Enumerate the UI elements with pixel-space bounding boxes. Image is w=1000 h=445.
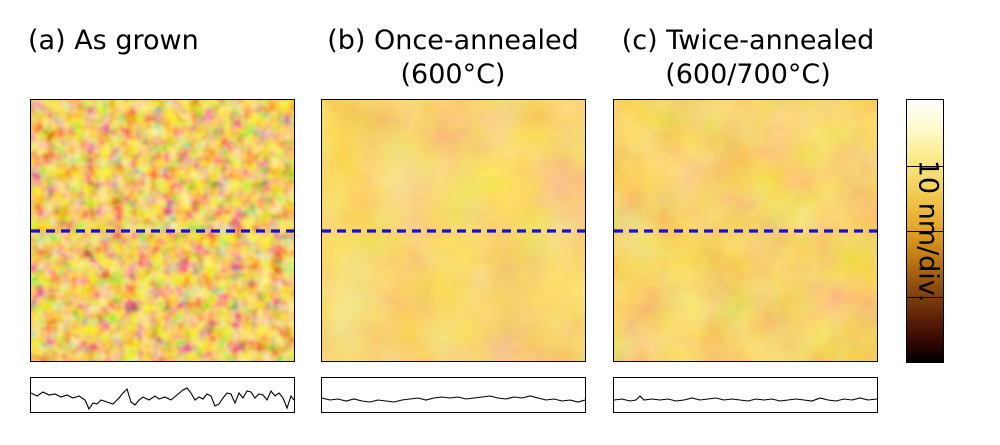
afm-image-twice-annealed: [613, 99, 878, 362]
panel-b-title: (b) Once-annealed (600°C): [308, 24, 598, 92]
profile-trace-b: [321, 395, 586, 403]
panel-c-title-line2: (600/700°C): [665, 59, 831, 90]
panel-c-title: (c) Twice-annealed (600/700°C): [598, 24, 898, 92]
height-profile-c: [613, 377, 878, 413]
height-colorbar: [906, 99, 944, 363]
colorbar-tick: [907, 231, 943, 232]
profile-trace-c: [613, 395, 878, 402]
panel-c-title-line1: (c) Twice-annealed: [621, 25, 875, 56]
colorbar-label: 10 nm/div.: [912, 159, 944, 303]
colorbar-tick: [907, 165, 943, 167]
height-profile-a: [30, 377, 295, 413]
colorbar-tick: [907, 296, 943, 298]
afm-image-once-annealed: [321, 99, 586, 362]
panel-a-title-line1: (a) As grown: [28, 25, 199, 56]
profile-trace-a: [30, 387, 295, 411]
panel-b-title-line2: (600°C): [400, 59, 506, 90]
afm-image-as-grown: [30, 99, 295, 362]
height-profile-b: [321, 377, 586, 413]
panel-a-title: (a) As grown: [28, 24, 199, 58]
panel-b-title-line1: (b) Once-annealed: [327, 25, 579, 56]
